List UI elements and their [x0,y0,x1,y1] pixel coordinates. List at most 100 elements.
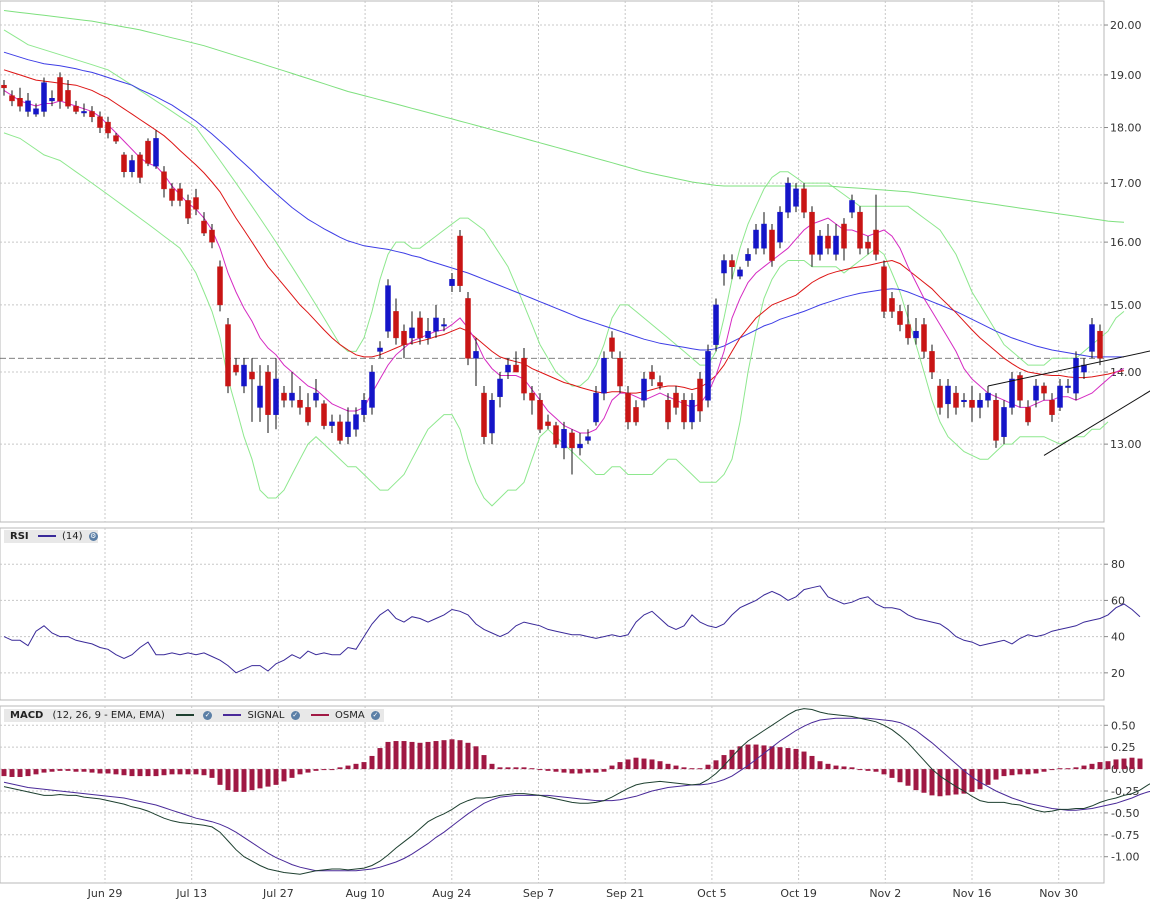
rsi-y-tick-label: 60 [1111,594,1125,607]
candle-down [537,399,543,430]
osma-bar [1017,769,1023,775]
osma-bar [81,769,87,772]
osma-bar [905,769,911,786]
candle-up [913,330,919,339]
candle-down [857,211,863,249]
candle-up [433,317,439,332]
osma-bar [153,769,159,777]
candle-down [841,223,847,249]
osma-bar [73,769,79,772]
candle-down [137,154,143,178]
osma-bar [1041,769,1047,772]
osma-bar [385,741,391,770]
x-tick-label: Oct 5 [697,887,727,900]
candle-down [625,392,631,423]
candle-down [521,357,527,394]
osma-bar [241,769,247,792]
macd-line [3,708,1150,875]
candle-up [1073,357,1079,394]
osma-bar [1025,769,1031,775]
osma-bar [33,769,39,775]
candle-down [889,298,895,312]
candle-up [33,108,39,115]
osma-bar [817,761,823,770]
candle-up [561,429,567,449]
osma-bar [297,769,303,775]
price-y-tick-label: 19.00 [1110,69,1142,82]
osma-bar [857,769,863,771]
candle-up [753,229,759,249]
candle-up [505,364,511,373]
price-y-tick-label: 15.00 [1110,299,1142,312]
osma-bar [985,769,991,785]
osma-bar [105,769,111,774]
ma-long-line [3,10,1125,223]
macd-check-icon[interactable]: ✓ [203,710,213,720]
osma-bar [345,765,351,770]
candle-down [881,266,887,312]
rsi-settings-icon[interactable]: ⚙ [88,531,98,541]
osma-bar [1129,757,1135,770]
candle-up [785,182,791,213]
osma-bar [1081,765,1087,770]
candle-down [809,211,815,255]
candle-up [977,399,983,408]
osma-bar [425,741,431,770]
candle-down [1049,399,1055,415]
osma-bar [577,769,583,774]
candle-up [353,414,359,430]
osma-bar [97,769,103,774]
candle-down [569,432,575,449]
osma-bar [1009,769,1015,776]
candle-down [905,324,911,339]
osma-check-icon[interactable]: ✓ [370,710,380,720]
osma-bar [121,769,127,776]
candle-down [297,399,303,408]
osma-bar [185,769,191,775]
osma-bar [609,765,615,770]
candle-down [953,392,959,408]
osma-bar [1121,758,1127,770]
osma-bar [281,769,287,782]
candle-down [401,330,407,345]
candle-down [57,77,63,102]
candle-down [393,311,399,339]
candle-down [993,399,999,441]
osma-bar [553,769,559,772]
candle-up [777,211,783,243]
trendline [987,350,1150,387]
ma-mid-line [3,69,1125,394]
candle-up [793,188,799,207]
osma-bar [449,739,455,770]
osma-bar [249,769,255,791]
candle-down [673,392,679,408]
osma-bar [313,769,319,771]
osma-bar [585,769,591,773]
osma-bar [833,765,839,770]
candle-down [105,121,111,134]
candle-down [209,229,215,243]
candle-up [361,399,367,415]
osma-bar [225,769,231,791]
price-y-tick-label: 16.00 [1110,236,1142,249]
candle-up [441,324,447,327]
candle-up [689,399,695,423]
osma-bar [273,769,279,785]
x-tick-label: Aug 10 [346,887,385,900]
price-y-tick-label: 14.00 [1110,366,1142,379]
x-tick-label: Sep 21 [606,887,644,900]
osma-bar [265,769,271,787]
osma-bar [529,768,535,770]
candle-down [481,392,487,437]
osma-bar [401,741,407,770]
osma-bar [721,755,727,770]
osma-bar [961,769,967,794]
candle-up [497,378,503,397]
osma-bar [1001,769,1007,777]
osma-bar [841,766,847,770]
osma-bar [193,769,199,775]
signal-legend-swatch [223,714,242,716]
ma-slow-line [3,51,1124,358]
candle-down [513,364,519,373]
signal-check-icon[interactable]: ✓ [290,710,300,720]
